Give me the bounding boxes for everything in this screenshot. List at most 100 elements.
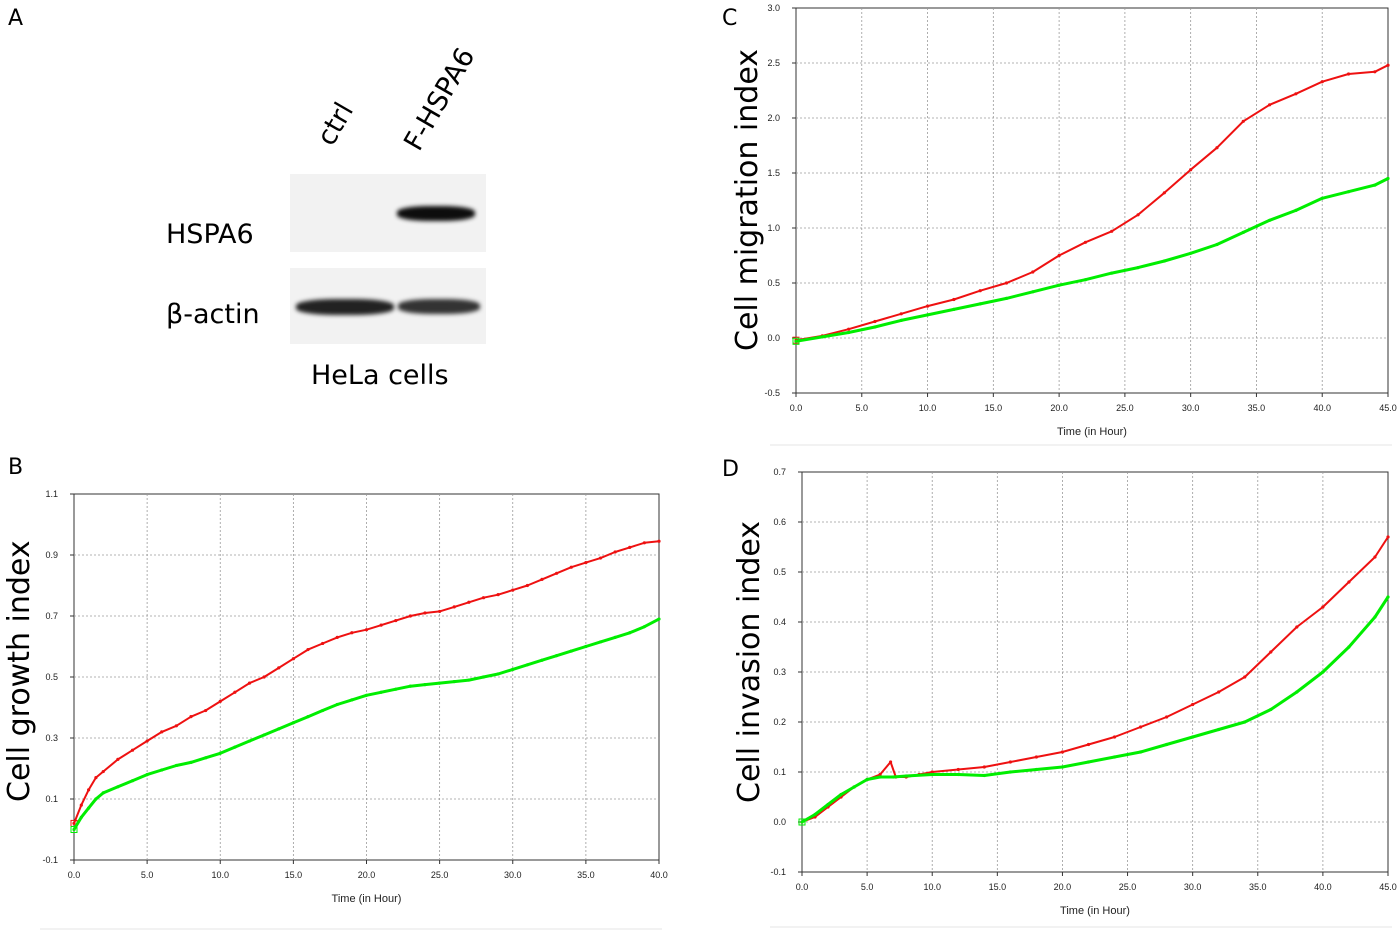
data-point-ctrl [94,797,98,801]
data-point-f-hspa6 [952,297,956,302]
data-point-ctrl [321,708,325,713]
panel-d-label: D [722,457,739,482]
y-tick-label: 0.3 [45,733,58,743]
y-tick-label: -0.1 [42,855,58,865]
data-point-f-hspa6 [1215,146,1219,150]
data-point-ctrl [72,827,76,832]
data-point-ctrl [218,751,222,755]
data-point-ctrl [584,644,588,649]
y-tick-label: 0.7 [773,467,786,477]
data-point-f-hspa6 [1386,63,1390,67]
data-point-f-hspa6 [101,769,105,774]
data-point-ctrl [642,625,646,629]
data-point-ctrl [820,335,824,339]
data-point-f-hspa6 [379,623,383,627]
data-point-f-hspa6 [1241,119,1245,123]
data-point-ctrl [277,727,281,731]
data-point-ctrl [978,302,982,306]
data-point-ctrl [394,687,398,691]
data-point-ctrl [174,763,178,768]
data-point-f-hspa6 [394,618,398,623]
data-point-f-hspa6 [408,614,412,618]
x-tick-label: 20.0 [1050,403,1068,413]
x-tick-label: 40.0 [650,870,668,880]
data-point-ctrl [628,631,632,635]
data-point-f-hspa6 [873,319,877,324]
data-point-ctrl [982,773,986,778]
data-point-f-hspa6 [956,767,960,772]
data-point-ctrl [1057,283,1061,287]
data-point-ctrl [1083,278,1088,282]
data-point-ctrl [350,698,354,702]
data-point-f-hspa6 [79,803,83,807]
row-label-hspa6: HSPA6 [166,219,254,250]
data-point-f-hspa6 [1373,555,1377,559]
data-point-ctrl [262,733,266,737]
y-tick-label: 0.0 [773,817,786,827]
data-point-ctrl [865,777,869,782]
y-tick-label: 0.5 [773,567,786,577]
x-tick-label: 35.0 [1249,882,1267,892]
data-point-ctrl [1321,670,1325,674]
data-point-f-hspa6 [145,739,149,743]
data-point-f-hspa6 [1086,742,1091,747]
series-line-f-hspa6 [795,64,1389,342]
data-point-ctrl [438,681,442,685]
data-point-f-hspa6 [174,724,178,728]
data-point-f-hspa6 [555,571,559,575]
data-point-f-hspa6 [247,681,252,685]
data-point-f-hspa6 [569,565,573,569]
data-point-f-hspa6 [598,556,603,560]
data-point-ctrl [335,702,339,707]
data-point-f-hspa6 [1386,535,1390,539]
data-point-f-hspa6 [291,657,295,661]
data-point-ctrl [116,785,120,789]
data-point-f-hspa6 [496,593,500,597]
y-tick-label: -0.1 [770,867,786,877]
x-tick-label: 20.0 [1054,882,1072,892]
data-point-f-hspa6 [116,757,120,761]
data-point-ctrl [79,815,83,819]
data-point-ctrl [233,745,237,749]
data-point-ctrl [1347,645,1351,649]
x-tick-label: 35.0 [577,870,595,880]
data-point-f-hspa6 [481,596,486,600]
data-point-ctrl [1136,266,1140,270]
data-point-f-hspa6 [1031,270,1035,274]
data-point-f-hspa6 [364,628,369,632]
data-point-ctrl [1386,176,1390,181]
data-point-f-hspa6 [1191,702,1195,707]
x-tick-label: 15.0 [989,882,1007,892]
data-point-ctrl [555,654,559,658]
data-point-f-hspa6 [1320,80,1324,84]
start-marker-ctrl [798,818,806,826]
data-point-ctrl [1162,259,1166,263]
data-point-f-hspa6 [1008,760,1012,764]
data-point-f-hspa6 [1321,605,1325,609]
series-line-ctrl [801,596,1390,824]
data-point-ctrl [1086,760,1091,764]
data-point-f-hspa6 [130,748,135,752]
data-point-f-hspa6 [321,641,325,646]
data-point-f-hspa6 [925,304,930,308]
y-tick-label: 0.9 [45,550,58,560]
data-point-ctrl [1004,296,1009,300]
data-point-f-hspa6 [525,583,529,588]
data-point-ctrl [899,318,903,322]
data-point-ctrl [1110,271,1114,275]
data-point-f-hspa6 [1162,191,1166,195]
data-point-f-hspa6 [1136,213,1140,217]
data-point-ctrl [1373,615,1377,619]
data-point-ctrl [467,678,471,682]
data-point-ctrl [800,820,804,824]
y-tick-label: 0.4 [773,617,786,627]
x-tick-label: 40.0 [1313,403,1331,413]
blot-caption: HeLa cells [311,360,449,391]
data-point-ctrl [379,690,383,694]
row-label-beta-actin: β-actin [166,299,260,330]
data-point-ctrl [847,330,851,335]
x-tick-label: 0.0 [796,882,809,892]
x-axis-label: Time (in Hour) [1057,426,1127,438]
data-point-f-hspa6 [1269,650,1273,654]
panel-c-label: C [722,6,738,31]
